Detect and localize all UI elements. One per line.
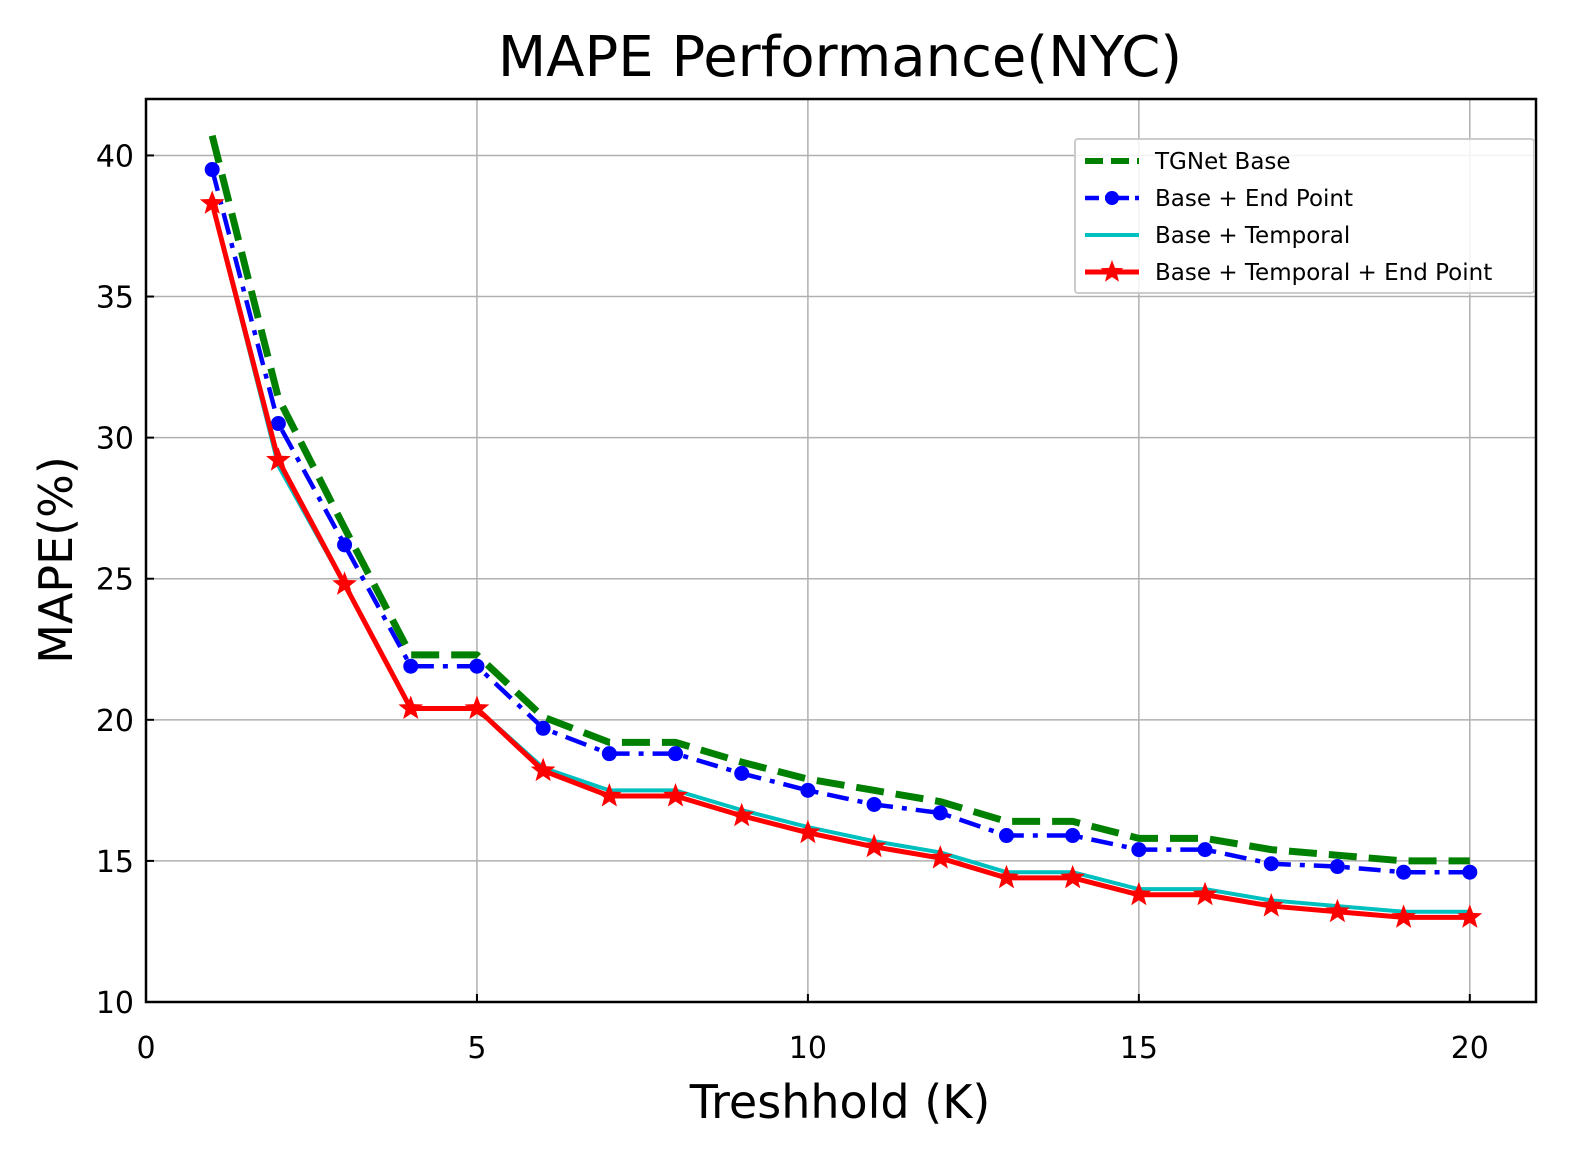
series-base-temporal-end-point [199, 190, 1483, 928]
data-point-marker [601, 746, 617, 762]
chart-title: MAPE Performance(NYC) [498, 25, 1182, 90]
data-point-marker [734, 765, 750, 781]
data-point-star [994, 864, 1019, 889]
legend-label: Base + End Point [1155, 186, 1353, 212]
x-tick-label: 15 [1120, 1031, 1158, 1066]
y-tick-label: 25 [96, 563, 134, 598]
series-group [199, 134, 1483, 928]
y-tick-label: 10 [96, 986, 134, 1021]
data-point-marker [800, 782, 816, 798]
series-line [210, 168, 1470, 875]
legend-swatch-marker [1100, 260, 1124, 282]
series-line [208, 134, 1470, 865]
y-tick-label: 40 [96, 139, 134, 174]
data-point-marker [1131, 842, 1147, 858]
data-point-marker [337, 537, 353, 553]
legend-box [1074, 138, 1535, 294]
y-axis-label: MAPE(%) [29, 456, 83, 664]
data-point-star [663, 783, 688, 807]
data-point-star [1457, 904, 1483, 928]
legend: TGNet Base Base + End Point Base + Tempora… [1074, 138, 1535, 294]
data-point-marker [469, 658, 485, 674]
legend-label: TGNet Base [1154, 149, 1291, 175]
legend-swatch-marker [1105, 191, 1119, 205]
data-point-marker [1197, 842, 1213, 858]
x-axis-label: Treshhold (K) [689, 1075, 991, 1129]
data-point-marker [1263, 856, 1279, 872]
data-point-star [530, 757, 556, 782]
series-base-end-point [204, 162, 1478, 880]
data-point-marker [998, 828, 1014, 844]
data-point-star [861, 833, 887, 858]
data-point-star [1391, 904, 1416, 928]
data-point-star [398, 695, 424, 720]
data-point-marker [270, 416, 286, 432]
y-tick-label: 20 [96, 704, 134, 739]
x-tick-label: 10 [789, 1031, 827, 1066]
data-point-marker [1329, 859, 1345, 875]
data-point-marker [1396, 864, 1412, 880]
data-point-star [199, 190, 225, 214]
data-point-star [332, 571, 357, 595]
data-point-star [795, 819, 821, 844]
data-point-star [596, 783, 622, 807]
series-tgnet-base [208, 134, 1470, 865]
plot-frame [144, 97, 1538, 1004]
series-line [209, 202, 1470, 920]
data-point-marker [403, 658, 419, 674]
data-point-marker [535, 720, 551, 736]
x-tick-label: 5 [467, 1031, 486, 1066]
data-point-star [1325, 898, 1350, 923]
data-point-marker [668, 746, 684, 762]
data-point-marker [1065, 828, 1081, 844]
y-tick-label: 30 [96, 422, 134, 457]
x-tick-label: 20 [1451, 1031, 1489, 1066]
legend-label: Base + Temporal [1155, 223, 1350, 249]
data-point-star [1126, 881, 1152, 906]
data-point-star [1258, 893, 1284, 917]
data-point-star [1060, 864, 1086, 889]
data-point-star [1192, 881, 1218, 906]
data-point-star [464, 695, 490, 720]
y-tick-label: 35 [96, 281, 134, 316]
data-point-marker [204, 162, 220, 178]
data-point-star [927, 845, 953, 869]
axis-ticks: 0 5 10 15 20 10 15 20 25 30 35 40 [96, 139, 1489, 1066]
data-point-star [266, 447, 291, 471]
legend-label: Base + Temporal + End Point [1155, 260, 1492, 286]
data-point-marker [932, 805, 948, 821]
x-tick-label: 0 [136, 1031, 155, 1066]
data-point-marker [866, 796, 882, 812]
data-point-star [729, 802, 755, 827]
data-point-marker [1462, 864, 1478, 880]
y-tick-label: 15 [96, 845, 134, 880]
